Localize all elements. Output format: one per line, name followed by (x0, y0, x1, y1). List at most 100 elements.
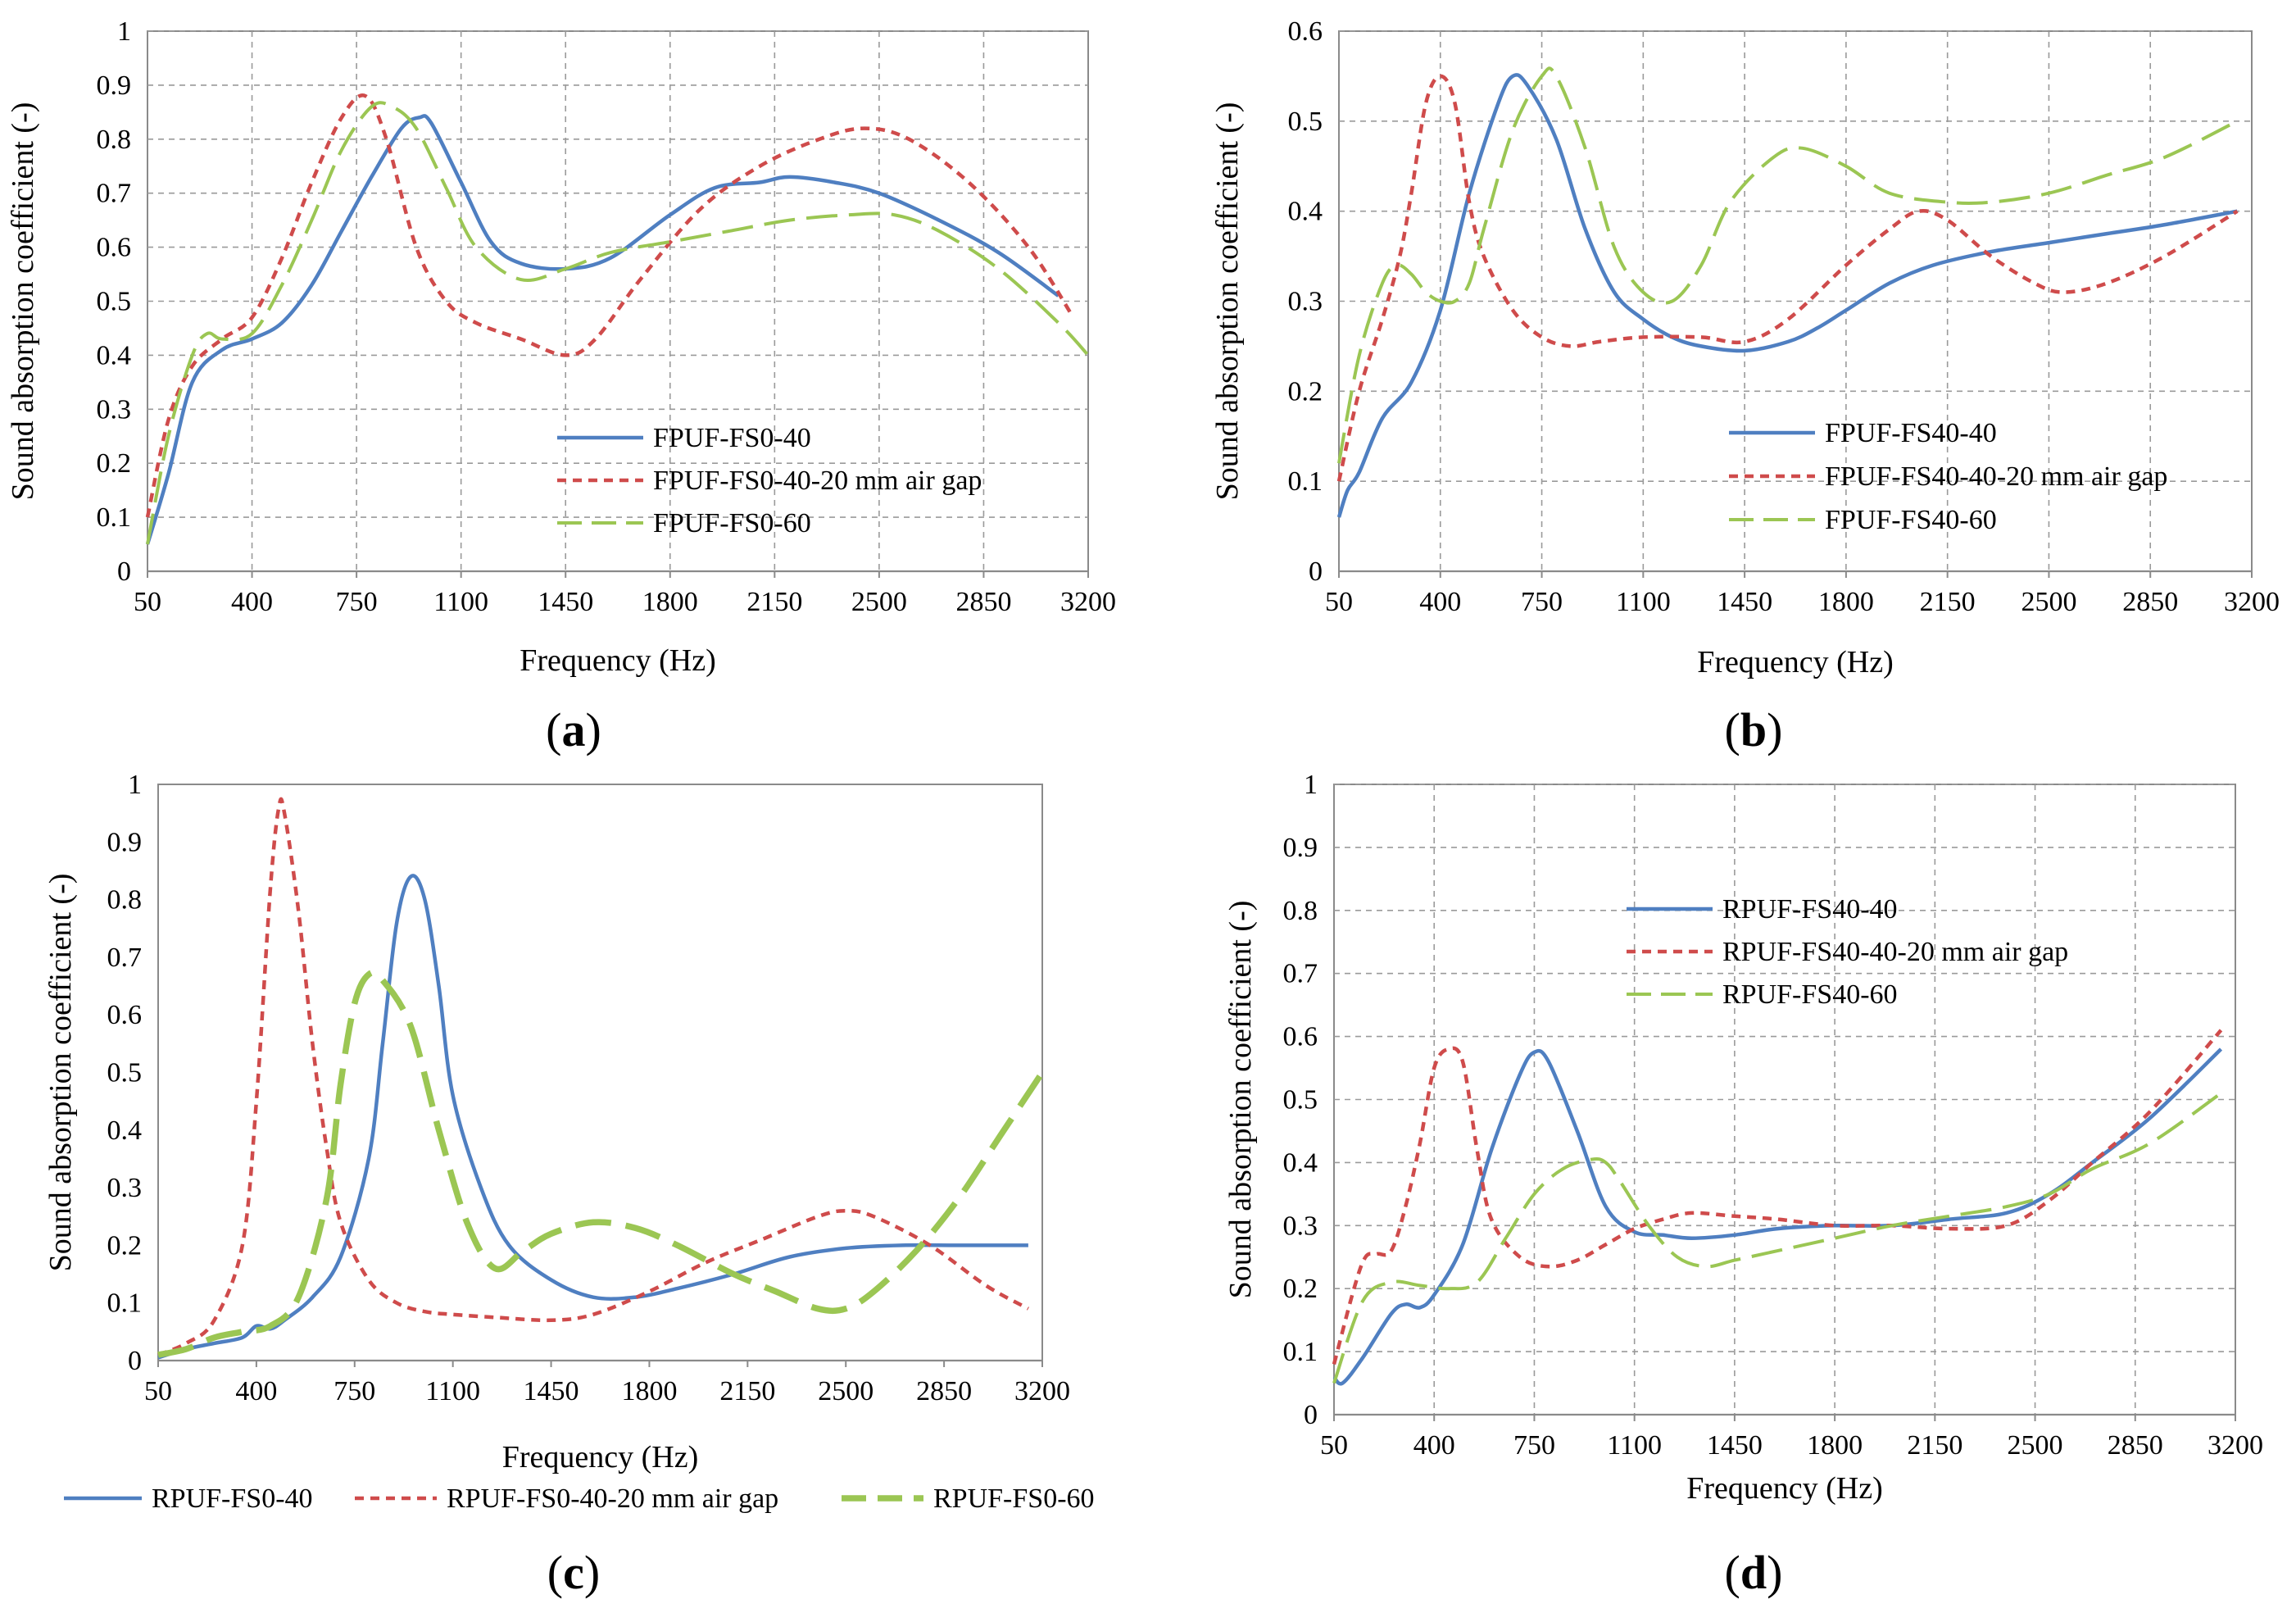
y-tick-label: 1 (117, 16, 131, 47)
x-tick-label: 400 (231, 587, 273, 617)
x-tick-label: 2500 (2021, 587, 2076, 617)
y-tick-label: 0.2 (1283, 1274, 1318, 1304)
legend-label: RPUF-FS0-40-20 mm air gap (447, 1484, 778, 1514)
x-tick-label: 2850 (955, 587, 1011, 617)
x-tick-label: 400 (235, 1376, 277, 1406)
x-tick-label: 1100 (425, 1376, 480, 1406)
series-line-rpuf-fs0-60 (157, 969, 1046, 1358)
panel-caption: (c) (547, 1546, 600, 1599)
panel-letter: a (562, 703, 586, 757)
series-line-rpuf-fs0-40 (157, 874, 1028, 1360)
series-line-fpuf-fs40-60 (1337, 66, 2239, 464)
x-tick-label: 50 (1320, 1430, 1348, 1461)
x-tick-label: 750 (1521, 587, 1563, 617)
y-tick-label: 0.9 (97, 70, 132, 101)
x-tick-label: 50 (134, 587, 161, 617)
x-tick-label: 1800 (1818, 587, 1874, 617)
y-tick-label: 0 (1304, 1400, 1318, 1430)
series-line-rpuf-fs0-40-20-mm-air-gap (157, 797, 1029, 1357)
panel-caption: (d) (1725, 1546, 1783, 1599)
y-tick-label: 0.3 (107, 1173, 143, 1203)
x-tick-label: 1800 (1807, 1430, 1863, 1461)
legend-label: FPUF-FS0-40-20 mm air gap (653, 466, 982, 496)
x-tick-label: 3200 (2224, 587, 2280, 617)
legend-label: RPUF-FS40-40-20 mm air gap (1722, 937, 2068, 967)
y-tick-label: 0.9 (1283, 833, 1318, 863)
x-tick-label: 1450 (538, 587, 593, 617)
x-tick-label: 2150 (1920, 587, 1976, 617)
y-tick-label: 0.2 (107, 1230, 143, 1261)
legend-label: RPUF-FS40-40 (1722, 894, 1898, 925)
x-tick-label: 2500 (851, 587, 907, 617)
plot-area (157, 784, 1043, 1361)
y-tick-label: 0.8 (97, 125, 132, 155)
y-tick-label: 0.5 (1288, 107, 1323, 137)
x-tick-label: 50 (1325, 587, 1353, 617)
y-tick-label: 0.2 (1288, 376, 1323, 407)
y-tick-label: 0.2 (97, 448, 132, 479)
panel-caption: (a) (546, 703, 601, 757)
legend-label: FPUF-FS0-40 (653, 423, 811, 453)
legend-label: RPUF-FS40-60 (1722, 979, 1898, 1010)
x-tick-label: 1450 (524, 1376, 579, 1406)
x-tick-label: 400 (1419, 587, 1461, 617)
y-tick-label: 0.8 (1283, 896, 1318, 926)
x-tick-label: 750 (334, 1376, 375, 1406)
y-tick-label: 0.8 (107, 885, 143, 916)
y-tick-label: 1 (128, 770, 142, 800)
chart-panel-d: 50 400 750 1100 1450 1800 2150 2500 2850 3200 0 0.1… (1223, 770, 2263, 1599)
x-tick-label: 2150 (719, 1376, 775, 1406)
x-tick-label: 1450 (1717, 587, 1772, 617)
y-tick-label: 0.7 (97, 179, 132, 209)
y-tick-label: 0.4 (1283, 1147, 1318, 1178)
y-tick-label: 0.7 (107, 943, 143, 973)
y-tick-label: 0.6 (107, 1000, 143, 1030)
x-tick-label: 2850 (2108, 1430, 2163, 1461)
y-tick-label: 0 (117, 557, 131, 587)
x-tick-label: 2850 (2122, 587, 2178, 617)
x-tick-label: 2150 (746, 587, 802, 617)
legend-label: FPUF-FS0-60 (653, 508, 811, 538)
y-tick-label: 0.6 (1288, 16, 1323, 47)
y-tick-label: 0 (1309, 557, 1323, 587)
y-tick-label: 0.3 (97, 394, 132, 425)
legend-label: FPUF-FS40-40 (1825, 418, 1997, 448)
y-tick-label: 0.4 (1288, 197, 1323, 227)
y-tick-label: 0.3 (1283, 1211, 1318, 1241)
panel-letter: d (1740, 1546, 1767, 1599)
x-tick-label: 3200 (1060, 587, 1116, 617)
series-line-rpuf-fs40-40 (1332, 1047, 2223, 1386)
y-tick-label: 0.5 (107, 1058, 143, 1088)
x-tick-label: 50 (144, 1376, 172, 1406)
panel-letter: b (1740, 703, 1767, 757)
y-tick-label: 1 (1304, 770, 1318, 800)
legend-label: RPUF-FS0-40 (152, 1484, 313, 1514)
y-axis-label: Sound absorption coefficient (-) (1223, 901, 1258, 1299)
x-tick-label: 1100 (1616, 587, 1671, 617)
series-line-rpuf-fs40-60 (1332, 1092, 2222, 1384)
y-tick-label: 0.5 (97, 287, 132, 317)
y-axis-label: Sound absorption coefficient (-) (43, 874, 78, 1272)
y-axis-label: Sound absorption coefficient (-) (6, 102, 40, 501)
x-axis-label: Frequency (Hz) (502, 1440, 699, 1474)
x-axis-label: Frequency (Hz) (1686, 1471, 1883, 1506)
y-tick-label: 0.1 (1288, 466, 1323, 497)
y-tick-label: 0.5 (1283, 1085, 1318, 1115)
legend-label: RPUF-FS0-60 (933, 1484, 1095, 1514)
y-tick-label: 0 (128, 1346, 142, 1376)
y-tick-label: 0.1 (97, 502, 132, 533)
x-tick-label: 3200 (1014, 1376, 1070, 1406)
y-tick-label: 0.9 (107, 827, 143, 857)
x-tick-label: 750 (336, 587, 378, 617)
legend-label: FPUF-FS40-40-20 mm air gap (1825, 461, 2167, 492)
x-tick-label: 2500 (2008, 1430, 2063, 1461)
y-tick-label: 0.6 (1283, 1022, 1318, 1052)
x-axis-label: Frequency (Hz) (520, 643, 716, 678)
y-tick-label: 0.7 (1283, 959, 1318, 989)
y-tick-label: 0.4 (107, 1115, 143, 1146)
x-tick-label: 400 (1413, 1430, 1455, 1461)
x-tick-label: 2150 (1907, 1430, 1962, 1461)
x-tick-label: 1100 (1607, 1430, 1662, 1461)
y-tick-label: 0.3 (1288, 287, 1323, 317)
